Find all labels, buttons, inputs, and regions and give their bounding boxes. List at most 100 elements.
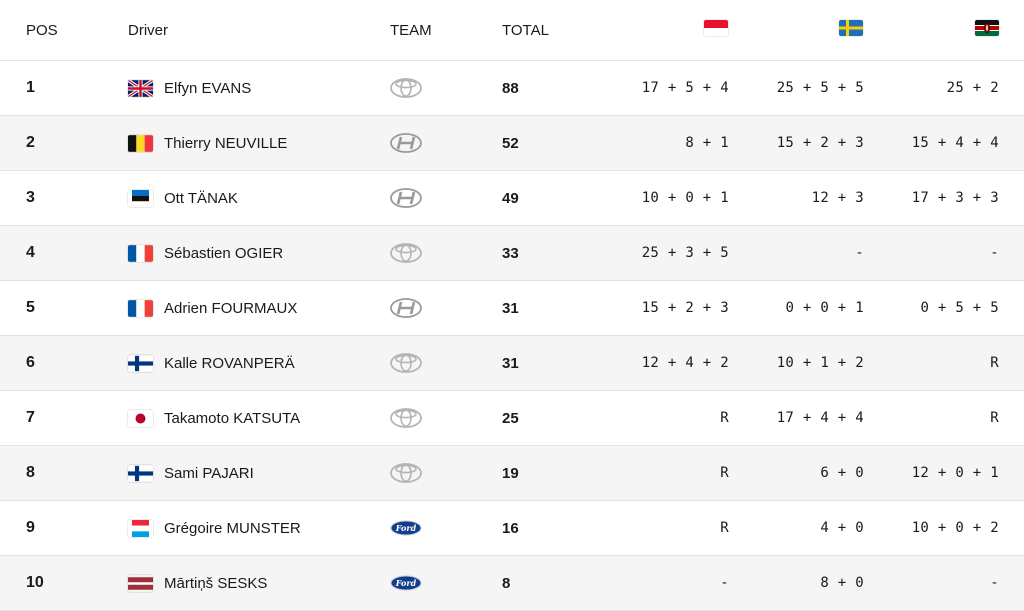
event1-points: R: [720, 465, 729, 481]
driver-name[interactable]: Mārtiņš SESKS: [164, 574, 268, 592]
hyundai-logo-icon: [390, 281, 422, 335]
france-flag-icon: [128, 244, 153, 262]
event2-points: 17 + 4 + 4: [776, 410, 864, 426]
event1-points: 15 + 2 + 3: [641, 300, 729, 316]
driver-name[interactable]: Sébastien OGIER: [164, 244, 284, 262]
event1-points: 10 + 0 + 1: [641, 190, 729, 206]
event2-points: -: [855, 245, 864, 261]
toyota-logo-icon: [390, 446, 422, 500]
total-points: 31: [502, 299, 519, 317]
position: 3: [26, 189, 35, 206]
header-total[interactable]: TOTAL: [502, 21, 549, 39]
svg-text:Ford: Ford: [395, 578, 417, 588]
event1-points: 17 + 5 + 4: [641, 80, 729, 96]
event3-points: 15 + 4 + 4: [911, 135, 999, 151]
event3-points: 17 + 3 + 3: [911, 190, 999, 206]
total-points: 16: [502, 519, 519, 537]
driver-cell[interactable]: Ott TÄNAK: [128, 171, 238, 225]
event1-points: -: [720, 575, 729, 591]
driver-cell[interactable]: Adrien FOURMAUX: [128, 281, 297, 335]
event2-points: 12 + 3: [811, 190, 864, 206]
total-points: 52: [502, 134, 519, 152]
event1-points: 12 + 4 + 2: [641, 355, 729, 371]
driver-name[interactable]: Thierry NEUVILLE: [164, 134, 288, 152]
event3-points: 10 + 0 + 2: [911, 520, 999, 536]
total-points: 19: [502, 464, 519, 482]
event2-points: 4 + 0: [820, 520, 864, 536]
event2-points: 6 + 0: [820, 465, 864, 481]
event3-points: 0 + 5 + 5: [920, 300, 999, 316]
event2-points: 10 + 1 + 2: [776, 355, 864, 371]
position: 9: [26, 519, 35, 536]
event2-points: 0 + 0 + 1: [785, 300, 864, 316]
total-points: 33: [502, 244, 519, 262]
table-row[interactable]: 2 Thierry NEUVILLE 52 8 + 1 15 + 2 + 3 1…: [0, 116, 1024, 171]
monaco-flag-icon[interactable]: [704, 20, 728, 36]
header-driver[interactable]: Driver: [128, 21, 168, 39]
event2-points: 25 + 5 + 5: [776, 80, 864, 96]
event3-points: 12 + 0 + 1: [911, 465, 999, 481]
position: 6: [26, 354, 35, 371]
table-row[interactable]: 7 Takamoto KATSUTA 25 R 17 + 4 + 4 R: [0, 391, 1024, 446]
finland-flag-icon: [128, 465, 153, 482]
kenya-flag-icon[interactable]: [975, 20, 999, 36]
position: 7: [26, 409, 35, 426]
table-row[interactable]: 6 Kalle ROVANPERÄ 31 12 + 4 + 2 10 + 1 +…: [0, 336, 1024, 391]
position: 1: [26, 79, 35, 96]
table-row[interactable]: 9 Grégoire MUNSTER Ford 16 R 4 + 0 10 + …: [0, 501, 1024, 556]
driver-cell[interactable]: Elfyn EVANS: [128, 61, 251, 115]
table-header: POS Driver TEAM TOTAL: [0, 0, 1024, 61]
total-points: 49: [502, 189, 519, 207]
driver-cell[interactable]: Sami PAJARI: [128, 446, 254, 500]
finland-flag-icon: [128, 355, 153, 372]
driver-name[interactable]: Adrien FOURMAUX: [164, 299, 298, 317]
driver-cell[interactable]: Thierry NEUVILLE: [128, 116, 287, 170]
position: 10: [26, 574, 44, 591]
table-row[interactable]: 1 Elfyn EVANS 88 17 + 5 + 4 25 + 5 + 5 2…: [0, 61, 1024, 116]
table-row[interactable]: 4 Sébastien OGIER 33 25 + 3 + 5 - -: [0, 226, 1024, 281]
driver-name[interactable]: Sami PAJARI: [164, 464, 254, 482]
driver-cell[interactable]: Takamoto KATSUTA: [128, 391, 300, 445]
latvia-flag-icon: [128, 575, 153, 592]
luxembourg-flag-icon: [128, 519, 153, 537]
total-points: 88: [502, 79, 519, 97]
ford-logo-icon: Ford: [390, 501, 422, 555]
event3-points: R: [990, 410, 999, 426]
event2-points: 8 + 0: [820, 575, 864, 591]
driver-name[interactable]: Grégoire MUNSTER: [164, 519, 301, 537]
sweden-flag-icon[interactable]: [839, 20, 863, 36]
driver-name[interactable]: Elfyn EVANS: [164, 79, 252, 97]
hyundai-logo-icon: [390, 116, 422, 170]
header-pos[interactable]: POS: [26, 21, 58, 39]
total-points: 31: [502, 354, 519, 372]
svg-text:Ford: Ford: [395, 523, 417, 533]
event2-points: 15 + 2 + 3: [776, 135, 864, 151]
total-points: 25: [502, 409, 519, 427]
position: 5: [26, 299, 35, 316]
driver-cell[interactable]: Grégoire MUNSTER: [128, 501, 301, 555]
event1-points: 8 + 1: [685, 135, 729, 151]
france-flag-icon: [128, 299, 153, 317]
event1-points: R: [720, 520, 729, 536]
table-row[interactable]: 3 Ott TÄNAK 49 10 + 0 + 1 12 + 3 17 + 3 …: [0, 171, 1024, 226]
event3-points: -: [990, 245, 999, 261]
event3-points: 25 + 2: [946, 80, 999, 96]
position: 8: [26, 464, 35, 481]
table-row[interactable]: 8 Sami PAJARI 19 R 6 + 0 12 + 0 + 1: [0, 446, 1024, 501]
table-row[interactable]: 5 Adrien FOURMAUX 31 15 + 2 + 3 0 + 0 + …: [0, 281, 1024, 336]
driver-cell[interactable]: Mārtiņš SESKS: [128, 556, 267, 610]
table-row[interactable]: 10 Mārtiņš SESKS Ford 8 - 8 + 0 -: [0, 556, 1024, 611]
driver-name[interactable]: Takamoto KATSUTA: [164, 409, 301, 427]
belgium-flag-icon: [128, 134, 153, 152]
ford-logo-icon: Ford: [390, 556, 422, 610]
hyundai-logo-icon: [390, 171, 422, 225]
driver-name[interactable]: Ott TÄNAK: [164, 189, 238, 207]
event3-points: R: [990, 355, 999, 371]
position: 2: [26, 134, 35, 151]
driver-cell[interactable]: Kalle ROVANPERÄ: [128, 336, 295, 390]
driver-name[interactable]: Kalle ROVANPERÄ: [164, 354, 295, 372]
driver-cell[interactable]: Sébastien OGIER: [128, 226, 283, 280]
header-team[interactable]: TEAM: [390, 21, 432, 39]
toyota-logo-icon: [390, 226, 422, 280]
